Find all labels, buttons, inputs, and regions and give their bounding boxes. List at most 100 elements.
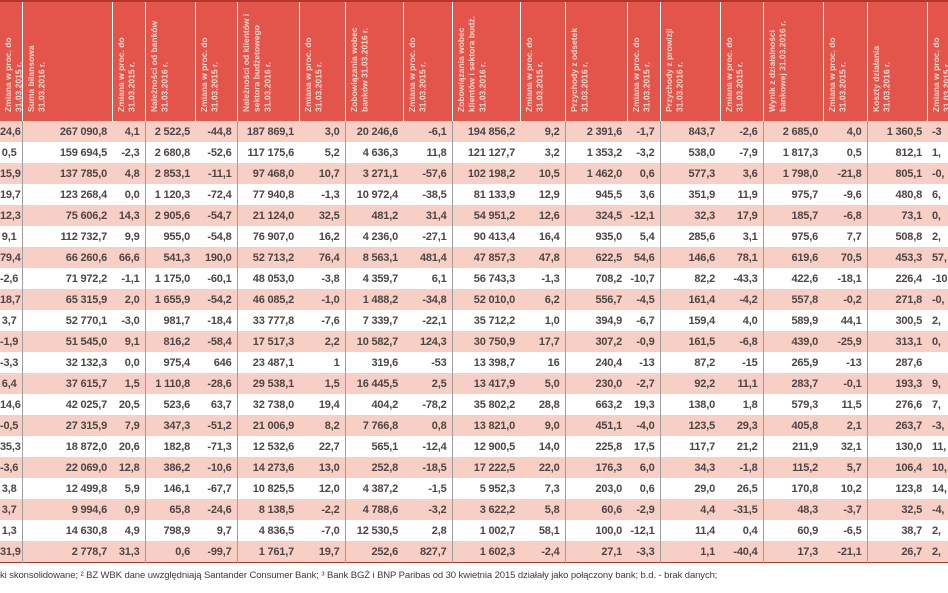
table-cell: 4 236,0 <box>345 226 403 247</box>
table-cell: 2,1 <box>823 415 868 436</box>
table-cell: 1,1 <box>660 541 720 563</box>
table-row: 79,4 66 260,6 66,6 541,3 190,0 52 713,2 76,4 8 … <box>0 247 948 268</box>
table-cell: 16,4 <box>520 226 566 247</box>
table-cell: 541,3 <box>145 247 195 268</box>
table-cell: 1,5 <box>112 373 146 394</box>
table-cell: 0, <box>927 205 948 226</box>
table-cell: 1 761,7 <box>237 541 299 563</box>
table-cell: 82,2 <box>660 268 720 289</box>
column-header: Zmiana w proc. do 31.03.2015 r. <box>627 1 661 121</box>
table-cell: 0,0 <box>112 184 146 205</box>
table-cell: -34,8 <box>403 289 453 310</box>
table-cell: 1 175,0 <box>145 268 195 289</box>
table-cell: 4,0 <box>720 310 764 331</box>
table-cell: 798,9 <box>145 520 195 541</box>
table-cell: 9,1 <box>112 331 146 352</box>
table-cell: 6,0 <box>627 457 661 478</box>
table-row: 12,3 75 606,2 14,3 2 905,6 -54,7 21 124,0 32,5… <box>0 205 948 226</box>
table-cell: 21 006,9 <box>237 415 299 436</box>
table-cell: -52,6 <box>195 142 238 163</box>
column-header-label: Przychody z prowizji 31.03.2016 r. <box>663 28 685 112</box>
column-header: Wynik z działalności bankowej 31.03.2016… <box>763 1 824 121</box>
table-cell: -99,7 <box>195 541 238 563</box>
table-cell: 23 487,1 <box>237 352 299 373</box>
table-cell: 60,6 <box>565 499 627 520</box>
table-cell: 21,2 <box>720 436 764 457</box>
column-header-label: Zmiana w proc. do 31.03.2015 r. <box>3 37 22 112</box>
table-cell: -3, <box>927 415 948 436</box>
table-cell: 48,3 <box>763 499 823 520</box>
table-cell: 124,3 <box>403 331 453 352</box>
table-cell: 20,6 <box>112 436 146 457</box>
table-cell: -6,1 <box>403 121 453 142</box>
table-cell: -60,1 <box>195 268 238 289</box>
table-cell: 2,2 <box>299 331 346 352</box>
table-cell: 0, <box>927 331 948 352</box>
table-cell: -2,7 <box>627 373 661 394</box>
table-cell: 975,6 <box>763 226 823 247</box>
table-cell: 2,5 <box>403 373 453 394</box>
table-cell: 13 398,7 <box>452 352 520 373</box>
table-cell: 187 869,1 <box>237 121 299 142</box>
table-cell: 92,2 <box>660 373 720 394</box>
table-cell: 226,4 <box>867 268 927 289</box>
table-cell: 1 120,3 <box>145 184 195 205</box>
table-cell: 4,0 <box>823 121 868 142</box>
table-cell: 451,1 <box>565 415 627 436</box>
table-cell: 16 <box>520 352 566 373</box>
table-cell: 577,3 <box>660 163 720 184</box>
table-cell: 11,4 <box>660 520 720 541</box>
table-cell: 816,2 <box>145 331 195 352</box>
table-cell: 12 499,8 <box>22 478 112 499</box>
column-header-label: Zmiana w proc. do 31.03.2015 r. <box>723 37 745 112</box>
table-cell: 1 002,7 <box>452 520 520 541</box>
column-header: Przychody z prowizji 31.03.2016 r. <box>660 1 721 121</box>
table-cell: 14,6 <box>0 394 23 415</box>
table-cell: 10, <box>927 457 948 478</box>
table-cell: 30 750,9 <box>452 331 520 352</box>
table-cell: 4 788,6 <box>345 499 403 520</box>
table-cell: 4 836,5 <box>237 520 299 541</box>
table-cell: 1 655,9 <box>145 289 195 310</box>
table-cell: 6,1 <box>403 268 453 289</box>
table-cell: 146,6 <box>660 247 720 268</box>
table-cell: 76 907,0 <box>237 226 299 247</box>
table-cell: 276,6 <box>867 394 927 415</box>
table-cell: -0,2 <box>823 289 868 310</box>
table-cell: -1,1 <box>112 268 146 289</box>
table-cell: 1 110,8 <box>145 373 195 394</box>
table-cell <box>927 352 948 373</box>
table-cell: 35 802,2 <box>452 394 520 415</box>
table-cell: 161,5 <box>660 331 720 352</box>
table-cell: 9,0 <box>520 415 566 436</box>
table-cell: -38,5 <box>403 184 453 205</box>
table-cell: 1 360,5 <box>867 121 927 142</box>
table-cell: 663,2 <box>565 394 627 415</box>
table-cell: 29,0 <box>660 478 720 499</box>
table-cell: 17,3 <box>763 541 823 563</box>
table-cell: 32 132,3 <box>22 352 112 373</box>
table-cell: 115,2 <box>763 457 823 478</box>
table-cell: 48 053,0 <box>237 268 299 289</box>
table-cell: 137 785,0 <box>22 163 112 184</box>
table-cell: -2,4 <box>520 541 566 563</box>
table-row: 3,7 52 770,1 -3,0 981,7 -18,4 33 777,8 -7,6 7 3… <box>0 310 948 331</box>
table-cell: -1,7 <box>627 121 661 142</box>
table-cell: -9,6 <box>823 184 868 205</box>
table-cell: -1,3 <box>299 184 346 205</box>
table-cell: 18,7 <box>0 289 23 310</box>
column-header-label: Zmiana w proc. do 31.03.2015 r. <box>302 37 324 112</box>
table-cell: -43,3 <box>720 268 764 289</box>
table-cell: 29 538,1 <box>237 373 299 394</box>
table-cell: 15,9 <box>0 163 23 184</box>
table-cell: 619,6 <box>763 247 823 268</box>
table-cell: 16 445,5 <box>345 373 403 394</box>
table-cell: -10, <box>927 268 948 289</box>
table-cell: -0, <box>927 163 948 184</box>
table-cell: -12,1 <box>627 205 661 226</box>
table-cell: 65,8 <box>145 499 195 520</box>
table-cell: 945,5 <box>565 184 627 205</box>
table-cell: -21,8 <box>823 163 868 184</box>
table-cell: 3,6 <box>720 163 764 184</box>
table-row: 14,6 42 025,7 20,5 523,6 63,7 32 738,0 19,4 404… <box>0 394 948 415</box>
